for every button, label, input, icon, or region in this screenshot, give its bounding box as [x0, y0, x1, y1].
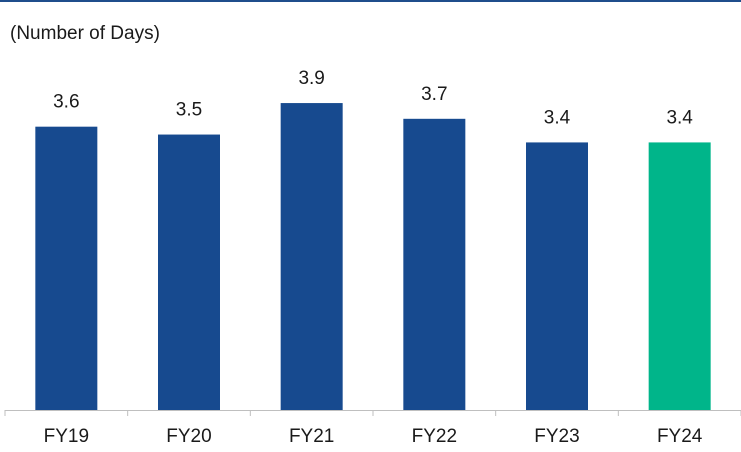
bar — [35, 126, 98, 411]
value-label: 3.4 — [544, 107, 571, 128]
chart-subtitle: (Number of Days) — [10, 23, 160, 44]
x-tick-label: FY19 — [44, 426, 89, 447]
bar — [403, 118, 466, 410]
value-label: 3.9 — [298, 68, 324, 89]
x-tick-label: FY20 — [166, 426, 211, 447]
x-tick-label: FY21 — [289, 426, 334, 447]
bar — [526, 142, 588, 411]
bar — [280, 103, 343, 410]
bar — [158, 134, 220, 411]
bar — [648, 142, 711, 411]
value-label: 3.7 — [421, 84, 447, 105]
x-tick-label: FY24 — [657, 426, 703, 447]
x-tick-label: FY23 — [534, 426, 579, 447]
x-tick-label: FY22 — [412, 426, 457, 447]
value-label: 3.4 — [666, 107, 693, 128]
value-label: 3.5 — [176, 100, 202, 121]
value-label: 3.6 — [53, 92, 79, 113]
